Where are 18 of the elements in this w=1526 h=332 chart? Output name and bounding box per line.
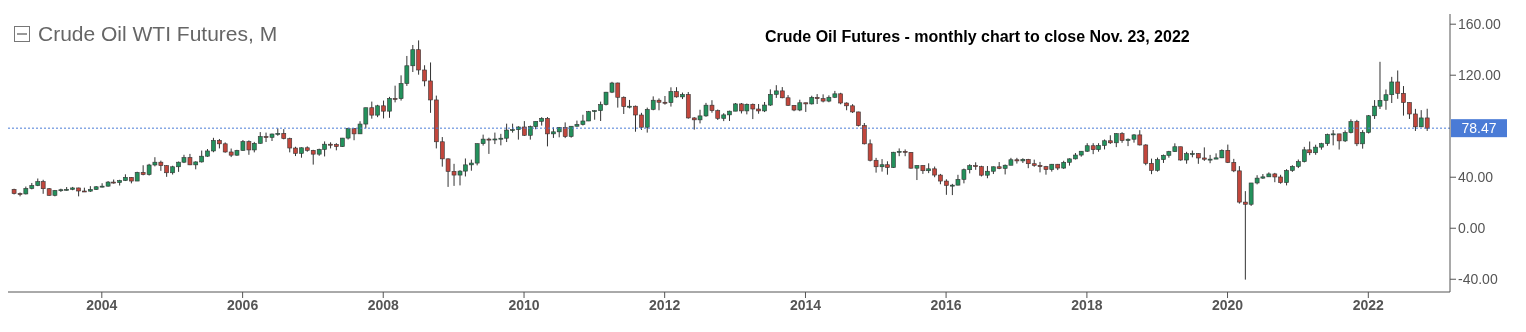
y-tick-label: 0.00 xyxy=(1458,220,1486,237)
x-tick-label: 2020 xyxy=(1211,296,1244,313)
x-tick-label: 2008 xyxy=(367,296,400,313)
y-tick-label: 120.00 xyxy=(1458,67,1502,84)
y-tick-label: 160.00 xyxy=(1458,16,1502,33)
ref-line-label: 78.47 xyxy=(1461,120,1497,137)
y-tick-label: 40.00 xyxy=(1458,169,1494,186)
x-tick-label: 2006 xyxy=(227,296,259,313)
x-tick-label: 2016 xyxy=(930,296,962,313)
x-tick-label: 2018 xyxy=(1071,296,1103,313)
x-tick-label: 2022 xyxy=(1352,296,1385,313)
y-tick-label: -40.00 xyxy=(1458,271,1498,288)
x-tick-label: 2012 xyxy=(649,296,681,313)
chart-title: Crude Oil WTI Futures, M xyxy=(38,22,278,46)
text: Crude Oil Futures - monthly chart to close Nov. 23, 2022 xyxy=(765,28,1190,46)
x-tick-label: 2004 xyxy=(86,296,118,313)
x-tick-label: 2014 xyxy=(789,296,822,313)
x-tick-label: 2010 xyxy=(508,296,540,313)
